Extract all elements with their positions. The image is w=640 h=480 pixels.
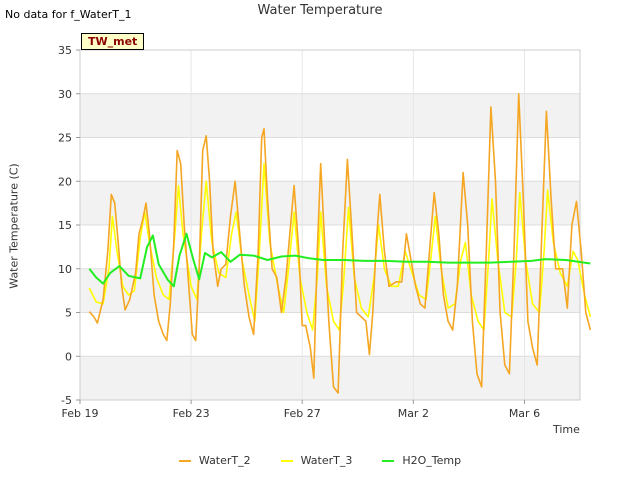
y-tick-label: 20 bbox=[58, 175, 72, 188]
x-tick-label: Feb 27 bbox=[284, 407, 321, 420]
legend-label-watert-2: WaterT_2 bbox=[198, 454, 251, 467]
x-axis-ticks: Feb 19 Feb 23 Feb 27 Mar 2 Mar 6 bbox=[62, 400, 540, 420]
site-badge: TW_met bbox=[81, 33, 145, 50]
plot-band bbox=[80, 50, 580, 94]
y-tick-label: -5 bbox=[61, 394, 72, 407]
plot-band bbox=[80, 181, 580, 225]
series-line-h2o-temp bbox=[88, 232, 591, 288]
y-axis-ticks: -5 0 5 10 15 20 25 30 35 bbox=[58, 44, 80, 407]
y-tick-label: 5 bbox=[65, 307, 72, 320]
legend-swatch-watert-2 bbox=[178, 459, 191, 462]
plot-band bbox=[80, 137, 580, 182]
y-tick-label: 0 bbox=[65, 350, 72, 363]
legend-label-h2o-temp: H2O_Temp bbox=[402, 454, 462, 467]
y-tick-label: 30 bbox=[58, 88, 72, 101]
legend-swatch-h2o-temp bbox=[382, 459, 395, 462]
no-data-notice: No data for f_WaterT_1 bbox=[5, 8, 132, 21]
y-tick-label: 10 bbox=[58, 263, 72, 276]
y-tick-label: 35 bbox=[58, 44, 72, 57]
legend-item-h2o-temp: H2O_Temp bbox=[382, 454, 461, 467]
plot-band bbox=[80, 93, 580, 138]
x-tick-label: Mar 2 bbox=[398, 407, 429, 420]
y-axis-label: Water Temperature (C) bbox=[7, 163, 21, 289]
legend-label-watert-3: WaterT_3 bbox=[300, 454, 353, 467]
x-tick-label: Feb 19 bbox=[62, 407, 99, 420]
legend-item-watert-3: WaterT_3 bbox=[280, 454, 353, 467]
y-tick-label: 25 bbox=[58, 132, 72, 145]
legend: WaterT_2 WaterT_3 H2O_Temp bbox=[0, 454, 640, 467]
x-tick-label: Feb 23 bbox=[173, 407, 210, 420]
series-lines bbox=[88, 93, 592, 394]
legend-swatch-watert-3 bbox=[280, 459, 293, 462]
chart-title: Water Temperature bbox=[257, 3, 383, 18]
legend-item-watert-2: WaterT_2 bbox=[178, 454, 251, 467]
series-line-watert-2 bbox=[88, 93, 592, 394]
plot-band bbox=[80, 356, 580, 400]
y-tick-label: 15 bbox=[58, 219, 72, 232]
x-axis-label: Time bbox=[553, 423, 580, 436]
x-tick-label: Mar 6 bbox=[509, 407, 540, 420]
